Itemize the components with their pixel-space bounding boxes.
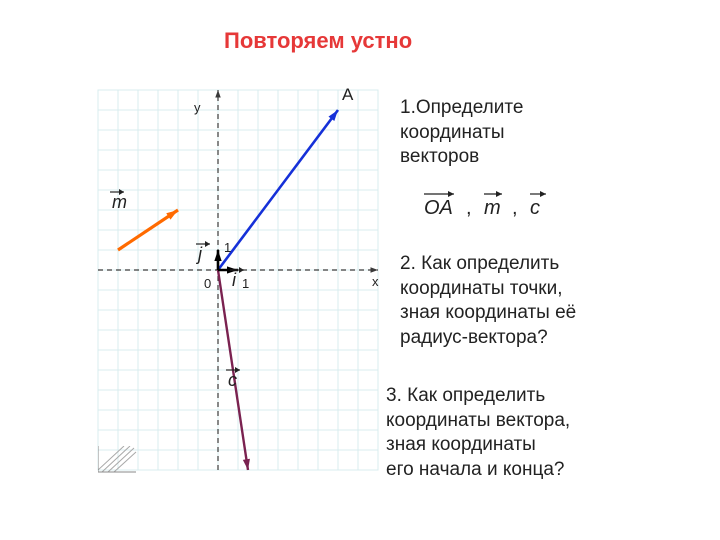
svg-text:c: c [530, 197, 540, 219]
svg-text:,: , [466, 197, 472, 219]
q3-line: 3. Как определить [386, 384, 570, 409]
svg-text:A: A [342, 85, 354, 104]
q3-line: его начала и конца? [386, 458, 570, 483]
svg-text:1: 1 [242, 276, 249, 291]
svg-text:1: 1 [224, 240, 231, 255]
svg-text:,: , [512, 197, 518, 219]
svg-text:c: c [228, 370, 237, 390]
q2-line: зная координаты её [400, 301, 576, 326]
q2-line: радиус-вектора? [400, 326, 576, 351]
question-3: 3. Как определить координаты вектора, зн… [386, 384, 570, 483]
svg-text:0: 0 [204, 276, 211, 291]
svg-text:m: m [112, 192, 127, 212]
svg-text:OA: OA [424, 197, 453, 219]
svg-text:y: y [194, 100, 201, 115]
coordinate-chart: xy011Amcij [98, 90, 378, 470]
vector-notation-svg: OA , m , c [420, 188, 620, 220]
question-1: 1.Определите координаты векторов [400, 96, 523, 170]
svg-text:m: m [484, 197, 501, 219]
corner-hatch-icon [98, 446, 138, 476]
q3-line: зная координаты [386, 433, 570, 458]
q3-line: координаты вектора, [386, 409, 570, 434]
chart-svg: xy011Amcij [98, 90, 378, 480]
page-title: Повторяем устно [224, 28, 412, 54]
q1-line: координаты [400, 121, 523, 146]
vector-notation: OA , m , c [420, 188, 620, 220]
q1-line: векторов [400, 145, 523, 170]
svg-text:x: x [372, 274, 379, 289]
question-2: 2. Как определить координаты точки, зная… [400, 252, 576, 351]
q2-line: 2. Как определить [400, 252, 576, 277]
q1-line: 1.Определите [400, 96, 523, 121]
q2-line: координаты точки, [400, 277, 576, 302]
